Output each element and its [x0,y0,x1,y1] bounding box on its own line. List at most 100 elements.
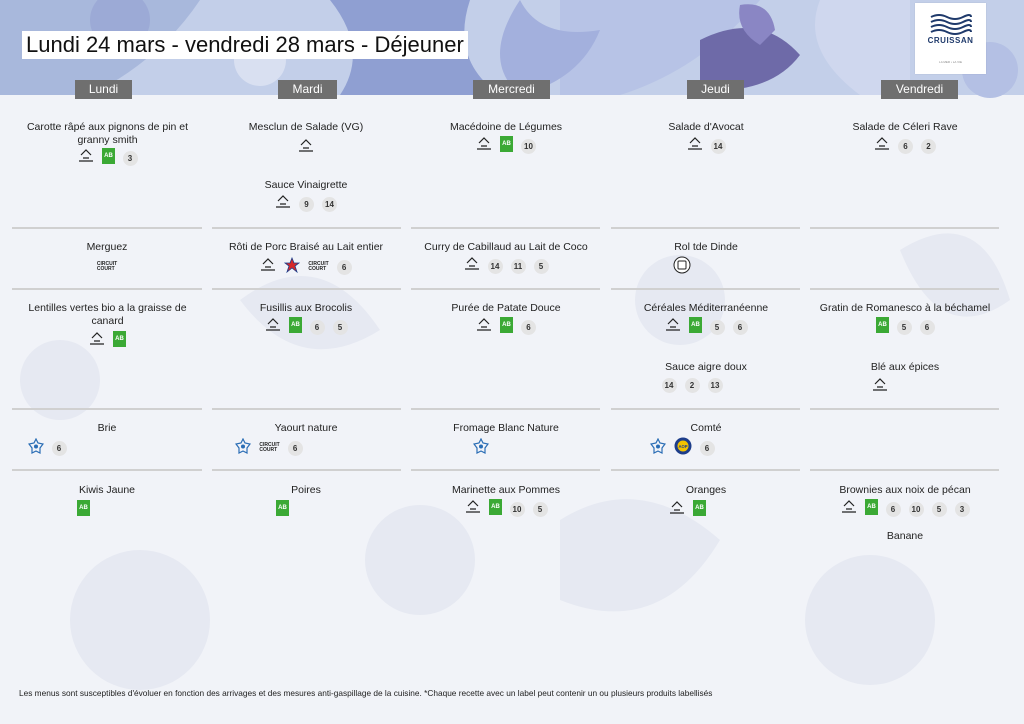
allergen-badge: 5 [332,319,348,335]
day-header-lundi: Lundi [75,80,132,99]
labels-vendredi-entree: 6 2 [810,137,1000,154]
svg-text:AB: AB [104,153,113,159]
fromage-label-icon [27,437,44,459]
agriculture-biologique-icon: AB [500,316,513,338]
allergen-badge: 13 [707,377,723,393]
cuisine-maison-icon [275,195,291,213]
allergen-badge: 14 [710,138,726,154]
circuit-court-icon: CIRCUIT COURT [259,441,280,453]
separator [810,408,999,410]
separator [212,288,401,290]
labels-mardi-plat: CIRCUIT COURT 6 [212,256,400,278]
dish-vendredi-dessert: Brownies aux noix de pécan [839,484,971,496]
separator [212,227,401,229]
dish-jeudi-entree: Salade d'Avocat [668,121,744,133]
svg-text:AB: AB [502,141,511,147]
dish-vendredi-accompagnement-2: Blé aux épices [870,361,940,373]
label-rouge-star-icon [284,256,301,278]
allergen-badge: 3 [954,501,970,517]
agriculture-biologique-icon: AB [113,330,126,352]
allergen-badge: 14 [661,377,677,393]
fromage-label-icon [472,437,490,459]
day-header-mardi: Mardi [278,80,337,99]
aop-label-icon: AOP [674,437,692,460]
allergen-badge: 6 [336,259,352,275]
dish-mercredi-accompagnement: Purée de Patate Douce [451,302,561,314]
allergen-badge: 6 [699,440,715,456]
labels-lundi-plat: CIRCUIT COURT [12,259,202,275]
labels-lundi-accompagnement: AB [15,330,200,352]
dish-mardi-entree: Mesclun de Salade (VG) [248,121,364,133]
separator [411,408,600,410]
separator [411,469,600,471]
allergen-badge: 6 [898,138,913,154]
dish-mercredi-plat: Curry de Cabillaud au Lait de Coco [424,241,588,253]
separator [611,227,800,229]
allergen-badge: 6 [521,319,536,335]
labels-mercredi-entree: AB 10 [412,135,600,157]
separator [212,408,401,410]
allergen-badge: 2 [921,138,936,154]
circuit-court-icon: CIRCUIT COURT [96,260,118,272]
labels-vendredi-accompagnement: AB 5 6 [810,316,1000,335]
allergen-badge: 5 [709,319,725,335]
labels-vendredi-dessert: AB 6 10 5 3 [810,498,1000,520]
agriculture-biologique-icon: AB [488,498,502,520]
cuisine-maison-icon [687,137,703,155]
labels-mercredi-plat: 14 11 5 [412,257,600,274]
separator [12,469,202,471]
cuisine-maison-icon [476,137,492,155]
svg-text:AB: AB [79,505,88,511]
dish-mardi-plat: Rôti de Porc Braisé au Lait entier [228,241,384,253]
labels-mercredi-accompagnement: AB 6 [412,316,600,338]
dish-vendredi-dessert-2: Banane [886,530,924,542]
allergen-badge: 6 [51,440,67,456]
allergen-badge: 6 [287,440,303,456]
separator [611,469,800,471]
svg-text:AB: AB [867,504,876,510]
separator [611,288,800,290]
dish-mercredi-fromage: Fromage Blanc Nature [453,422,559,434]
agriculture-biologique-icon: AB [288,316,302,338]
cuisine-maison-icon [298,139,314,157]
circuit-court-icon: CIRCUIT COURT [308,260,329,272]
agriculture-biologique-icon: AB [275,499,289,521]
cuisine-maison-icon [265,318,281,336]
svg-text:AOP: AOP [678,444,687,449]
dish-mardi-fromage: Yaourt nature [274,422,338,434]
dish-lundi-plat: Merguez [86,241,128,253]
allergen-badge: 10 [908,501,924,517]
allergen-badge: 6 [309,319,325,335]
allergen-badge: 14 [487,258,503,274]
svg-text:AB: AB [502,322,511,328]
dish-mardi-accompagnement: Fusillis aux Brocolis [259,302,353,314]
fromage-label-icon [649,437,666,459]
agriculture-biologique-icon: AB [864,498,878,520]
allergen-badge: 6 [885,501,901,517]
allergen-badge: 5 [532,501,548,517]
dish-jeudi-fromage: Comté [690,422,722,434]
allergen-badge: 5 [533,258,549,274]
dish-vendredi-accompagnement: Gratin de Romanesco à la béchamel [819,302,991,314]
labels-lundi-fromage: 6 [12,437,82,459]
allergen-badge: 11 [510,258,526,274]
sauce-jeudi: Sauce aigre doux [665,361,747,373]
dish-lundi-entree: Carotte râpé aux pignons de pin et grann… [26,121,189,146]
allergen-badge: 5 [896,319,912,335]
svg-text:AB: AB [291,322,300,328]
dish-mercredi-dessert: Marinette aux Pommes [452,484,560,496]
agriculture-biologique-icon: AB [500,135,513,157]
cruissan-logo: CRUISSAN LA MER • LA VIE [915,3,986,74]
dish-lundi-fromage: Brie [97,422,117,434]
allergen-badge: 6 [919,319,935,335]
dish-vendredi-entree: Salade de Céleri Rave [852,121,958,133]
cuisine-maison-icon [78,149,94,167]
separator [411,288,600,290]
separator [212,469,401,471]
cuisine-maison-icon [841,500,857,518]
labels-jeudi-fromage: AOP 6 [612,437,752,459]
svg-text:AB: AB [491,504,500,510]
allergen-badge: 3 [122,150,138,166]
labels-lundi-dessert: AB [12,499,154,518]
cuisine-maison-icon [669,501,685,519]
